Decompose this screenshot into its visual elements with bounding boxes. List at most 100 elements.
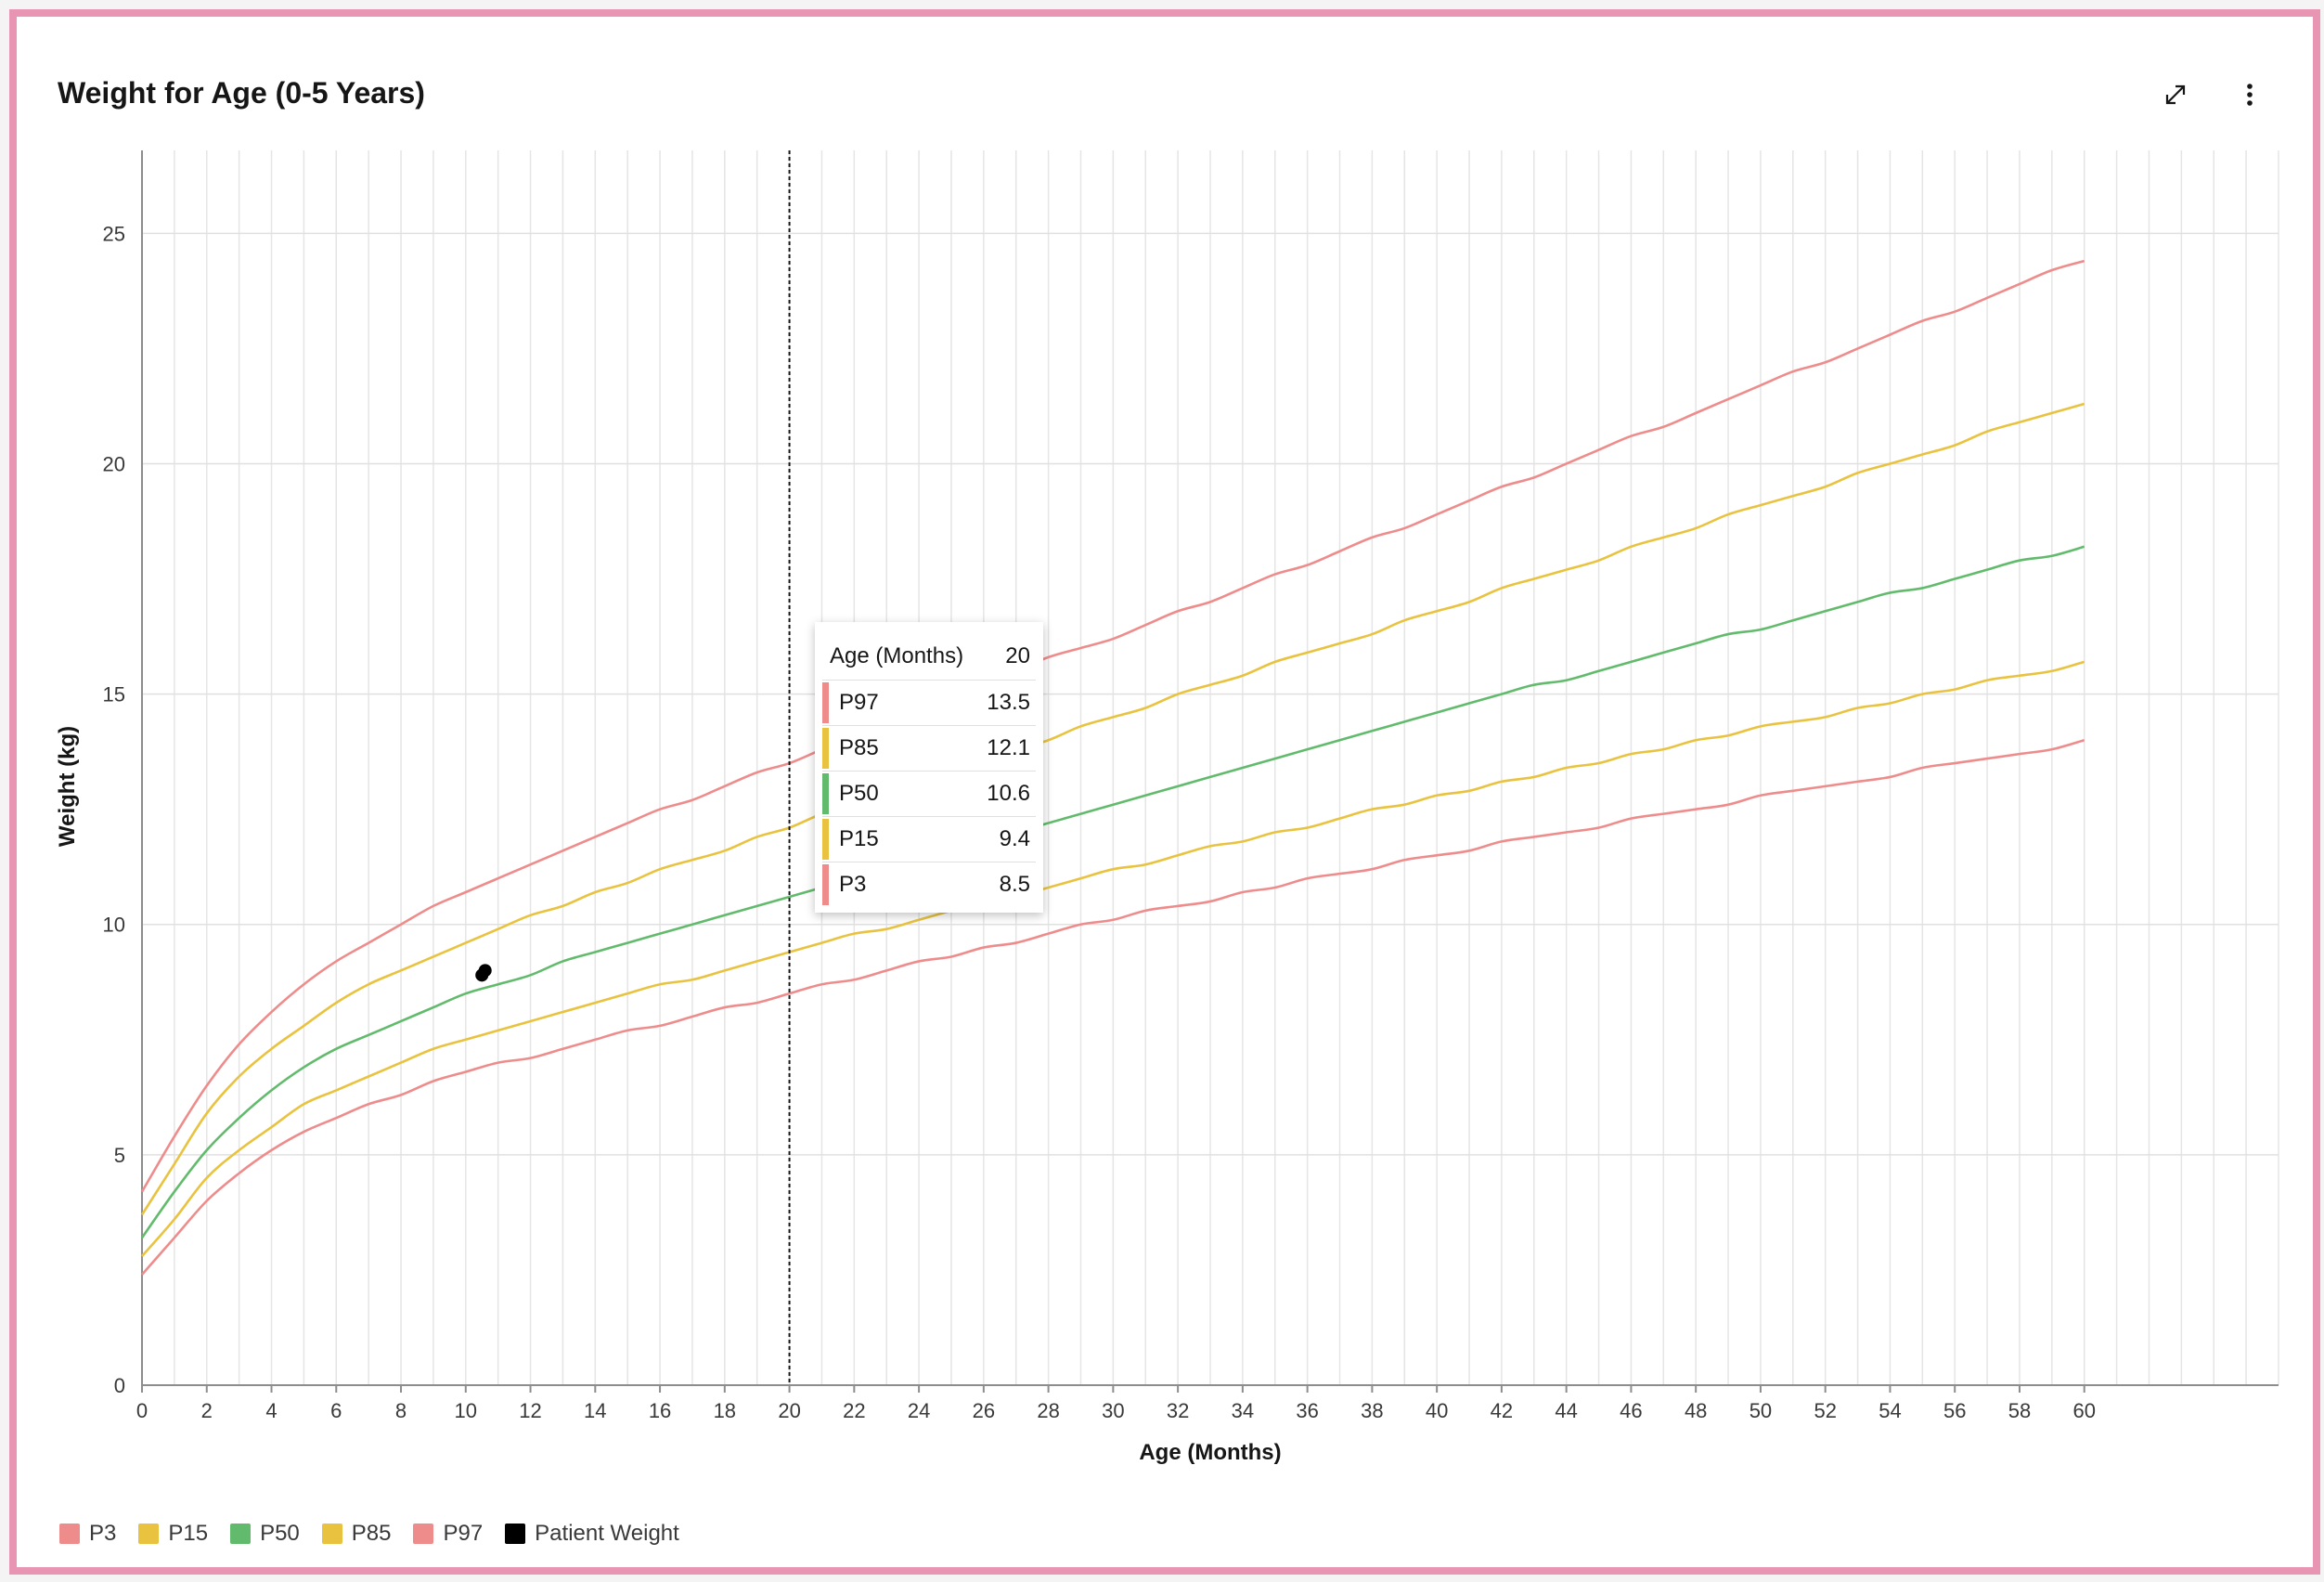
x-tick-label: 58 [2008, 1399, 2031, 1422]
x-tick-label: 50 [1749, 1399, 1772, 1422]
weight-for-age-chart: 0 2 4 6 8 10 12 14 16 18 20 22 24 26 28 30 32 34 36 38 40 42 4… [55, 150, 2279, 1465]
chart-title: Weight for Age (0-5 Years) [58, 76, 425, 110]
x-tick-label: 26 [973, 1399, 995, 1422]
tooltip-row-p85: P85 12.1 [822, 725, 1036, 771]
series-line-p15[interactable] [141, 660, 2085, 1257]
legend-label: P3 [89, 1521, 117, 1546]
x-tick-label: 18 [714, 1399, 736, 1422]
x-tick-label: 30 [1102, 1399, 1124, 1422]
tooltip-row-value: 10.6 [987, 781, 1030, 806]
tooltip-row-label: P3 [839, 872, 867, 897]
series-lines [140, 259, 2085, 1276]
legend-swatch [321, 1524, 342, 1544]
legend-swatch [59, 1524, 80, 1544]
chart-legend: P3 P15 P50 P85 P97 Patient Weight [59, 1521, 702, 1547]
overflow-menu-button[interactable] [2226, 71, 2274, 119]
x-tick-label: 14 [584, 1399, 606, 1422]
tooltip-swatch [822, 819, 829, 860]
legend-swatch [413, 1524, 434, 1544]
x-tick-label: 4 [265, 1399, 277, 1422]
legend-item-p97[interactable]: P97 [413, 1521, 483, 1547]
x-tick-label: 48 [1685, 1399, 1707, 1422]
legend-item-p3[interactable]: P3 [59, 1521, 116, 1547]
tooltip-row-value: 13.5 [987, 690, 1030, 715]
tooltip-swatch [822, 682, 829, 723]
x-tick-label: 38 [1361, 1399, 1383, 1422]
y-tick-label: 15 [103, 683, 125, 707]
chart-card: Weight for Age (0-5 Years) 0 2 4 6 8 10 12 14 16… [9, 9, 2320, 1575]
x-tick-label: 44 [1555, 1399, 1577, 1422]
y-tick-label: 25 [103, 222, 125, 245]
x-tick-label: 0 [136, 1399, 148, 1422]
series-line-p85[interactable] [140, 402, 2085, 1216]
tooltip-swatch [822, 773, 829, 814]
x-tick-label: 32 [1167, 1399, 1189, 1422]
tooltip-row-label: P97 [839, 690, 879, 715]
legend-swatch [505, 1524, 526, 1544]
x-tick-label: 34 [1232, 1399, 1254, 1422]
tooltip-row-value: 8.5 [999, 872, 1030, 897]
patient-weight-point[interactable] [478, 964, 492, 978]
x-tick-label: 10 [455, 1399, 477, 1422]
tooltip-rows: P97 13.5 P85 12.1 P50 10.6 P15 9.4 P3 8.5 [822, 680, 1036, 907]
y-tick-label: 20 [103, 452, 125, 475]
legend-label: P50 [260, 1521, 300, 1546]
x-tick-label: 22 [843, 1399, 865, 1422]
maximize-icon [2165, 84, 2186, 105]
tooltip-row-label: P15 [839, 826, 879, 851]
x-axis-title: Age (Months) [1139, 1440, 1281, 1465]
legend-label: P97 [443, 1521, 484, 1546]
legend-item-p85[interactable]: P85 [321, 1521, 392, 1547]
legend-item-patient-weight[interactable]: Patient Weight [505, 1521, 679, 1547]
legend-swatch [230, 1524, 252, 1544]
y-axis-title: Weight (kg) [55, 726, 80, 847]
legend-item-p50[interactable]: P50 [230, 1521, 300, 1547]
overflow-menu-icon [2247, 84, 2253, 106]
legend-label: Patient Weight [535, 1521, 679, 1546]
tooltip-row-p50: P50 10.6 [822, 771, 1036, 816]
x-tick-label: 46 [1620, 1399, 1642, 1422]
x-tick-label: 54 [1879, 1399, 1901, 1422]
x-tick-label: 16 [649, 1399, 671, 1422]
tooltip-row-value: 12.1 [987, 735, 1030, 760]
legend-label: P15 [168, 1521, 209, 1546]
hover-tooltip: Age (Months) 20 P97 13.5 P85 12.1 P50 10.6 P15… [815, 622, 1043, 913]
tooltip-header: Age (Months) 20 [822, 628, 1036, 680]
x-tick-label: 56 [1943, 1399, 1966, 1422]
series-line-p97[interactable] [140, 259, 2085, 1193]
x-tick-label: 2 [201, 1399, 213, 1422]
legend-item-p15[interactable]: P15 [138, 1521, 208, 1547]
tooltip-header-label: Age (Months) [830, 643, 964, 668]
x-tick-label: 28 [1037, 1399, 1059, 1422]
series-line-p3[interactable] [141, 738, 2085, 1276]
y-tick-label: 5 [114, 1144, 125, 1167]
legend-swatch [138, 1524, 160, 1544]
tooltip-header-value: 20 [1005, 643, 1030, 668]
x-tick-label: 52 [1814, 1399, 1836, 1422]
maximize-button[interactable] [2151, 71, 2200, 119]
x-tick-label: 40 [1426, 1399, 1448, 1422]
tooltip-row-p97: P97 13.5 [822, 680, 1036, 725]
axes: 0 2 4 6 8 10 12 14 16 18 20 22 24 26 28 30 32 34 36 38 40 42 4… [103, 150, 2279, 1422]
tooltip-swatch [822, 864, 829, 905]
x-tick-label: 42 [1491, 1399, 1513, 1422]
legend-label: P85 [351, 1521, 392, 1546]
patient-points [475, 964, 492, 982]
tooltip-row-label: P85 [839, 735, 879, 760]
x-tick-label: 36 [1296, 1399, 1318, 1422]
tooltip-row-p3: P3 8.5 [822, 862, 1036, 907]
x-tick-label: 12 [519, 1399, 541, 1422]
tooltip-swatch [822, 728, 829, 769]
x-tick-label: 24 [908, 1399, 930, 1422]
tooltip-row-label: P50 [839, 781, 879, 806]
tooltip-row-value: 9.4 [999, 826, 1030, 851]
y-tick-label: 0 [114, 1374, 125, 1397]
x-tick-label: 6 [330, 1399, 342, 1422]
series-line-p50[interactable] [140, 545, 2085, 1238]
x-tick-label: 20 [778, 1399, 800, 1422]
grid [142, 150, 2279, 1385]
tooltip-row-p15: P15 9.4 [822, 816, 1036, 862]
x-tick-label: 60 [2072, 1399, 2095, 1422]
x-tick-label: 8 [395, 1399, 407, 1422]
y-tick-label: 10 [103, 914, 125, 937]
